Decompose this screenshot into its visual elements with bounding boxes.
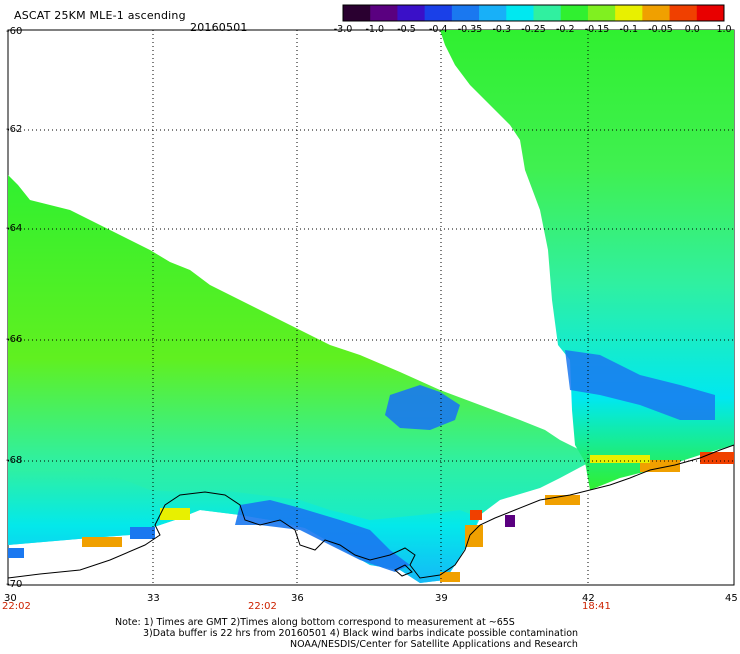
colorbar-segment bbox=[533, 5, 562, 21]
pass-time-label: 22:02 bbox=[2, 601, 31, 612]
colorbar-tick-label: -1.0 bbox=[365, 24, 385, 35]
colorbar-segment bbox=[343, 5, 371, 21]
colorbar-tick-label: -0.3 bbox=[492, 24, 512, 35]
colorbar-tick-label: 1.0 bbox=[716, 24, 732, 35]
colorbar-tick-label: -3.0 bbox=[333, 24, 353, 35]
colorbar-segment bbox=[424, 5, 453, 21]
colorbar-segment bbox=[560, 5, 589, 21]
colorbar-tick-label: -0.1 bbox=[619, 24, 639, 35]
colorbar-segment bbox=[669, 5, 698, 21]
colorbar-segment bbox=[587, 5, 616, 21]
lon-label: 45 bbox=[725, 593, 738, 604]
lat-label: -64 bbox=[6, 223, 23, 234]
colorbar-segment bbox=[370, 5, 398, 21]
colorbar-segment bbox=[642, 5, 671, 21]
lat-label: -68 bbox=[6, 455, 23, 466]
colorbar-segment bbox=[506, 5, 534, 21]
lon-label: 36 bbox=[291, 593, 304, 604]
colorbar-tick-label: -0.15 bbox=[584, 24, 610, 35]
footer-credit: NOAA/NESDIS/Center for Satellite Applica… bbox=[290, 639, 578, 650]
pixel-block bbox=[465, 525, 483, 547]
blue-core-3 bbox=[565, 350, 715, 420]
colorbar-segment bbox=[451, 5, 480, 21]
footnote-line-1: Note: 1) Times are GMT 2)Times along bot… bbox=[115, 617, 515, 628]
pixel-block bbox=[505, 515, 515, 527]
lon-label: 39 bbox=[435, 593, 448, 604]
pixel-block bbox=[590, 455, 650, 463]
date-label: 20160501 bbox=[190, 21, 248, 34]
colorbar-tick-label: -0.5 bbox=[397, 24, 416, 35]
pixel-block bbox=[700, 452, 734, 464]
colorbar-border bbox=[342, 4, 725, 22]
pixel-block bbox=[82, 537, 122, 547]
coastline-island bbox=[394, 564, 413, 577]
blue-core-2 bbox=[235, 500, 410, 572]
product-title: ASCAT 25KM MLE-1 ascending bbox=[14, 9, 186, 22]
lon-label: 33 bbox=[147, 593, 160, 604]
pixel-block bbox=[160, 508, 190, 520]
lat-label: -60 bbox=[6, 26, 23, 37]
pass-time-label: 22:02 bbox=[248, 601, 277, 612]
colorbar-tick-label: -0.05 bbox=[648, 24, 673, 35]
lat-label: -70 bbox=[6, 579, 23, 590]
colorbar-tick-label: 0.0 bbox=[684, 24, 700, 35]
colorbar bbox=[342, 4, 725, 22]
lat-label: -66 bbox=[6, 334, 23, 345]
colorbar-segment bbox=[615, 5, 643, 21]
colorbar-tick-label: -0.35 bbox=[457, 24, 483, 35]
lat-label: -62 bbox=[6, 124, 23, 135]
pixel-block bbox=[8, 548, 24, 558]
pixel-block bbox=[440, 572, 460, 582]
left-swath bbox=[8, 175, 590, 583]
antarctic-coastline bbox=[7, 444, 735, 579]
colorbar-tick-label: -0.4 bbox=[428, 24, 448, 35]
colorbar-tick-label: -0.25 bbox=[521, 24, 546, 35]
colorbar-segment bbox=[397, 5, 426, 21]
pass-time-label: 18:41 bbox=[582, 601, 611, 612]
pixel-block bbox=[470, 510, 482, 520]
graticule bbox=[8, 30, 734, 585]
pixel-block bbox=[545, 495, 580, 505]
colorbar-tick-label: -0.2 bbox=[555, 24, 575, 35]
lon-label: 30 bbox=[4, 593, 17, 604]
pixel-block bbox=[130, 527, 155, 539]
colorbar-segment bbox=[696, 5, 725, 21]
footnote-line-2: 3)Data buffer is 22 hrs from 20160501 4)… bbox=[143, 628, 579, 639]
colorbar-segment bbox=[479, 5, 507, 21]
lon-label: 42 bbox=[582, 593, 595, 604]
right-swath bbox=[440, 30, 734, 490]
